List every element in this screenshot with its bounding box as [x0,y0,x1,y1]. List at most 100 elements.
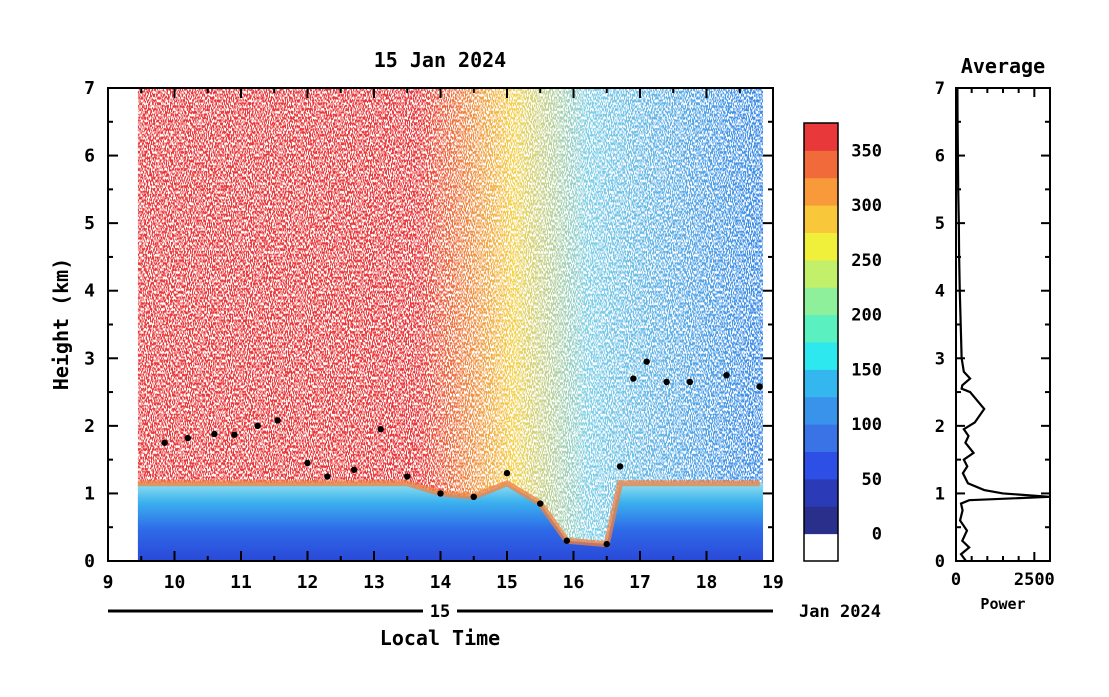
bl-top-point [404,473,411,480]
colorbar-swatch [804,123,838,151]
x-tick-label: 10 [164,572,186,593]
avg-y-tick-label: 5 [935,214,945,234]
main-y-tick-labels: 0 1 2 3 4 5 6 7 [84,78,95,572]
bl-top-point [537,500,544,507]
colorbar-tick-label: 250 [851,251,882,271]
x-tick-label: 11 [230,572,252,593]
y-tick-label: 7 [84,78,95,99]
boundary-layer-field [137,483,764,561]
avg-y-tick-label: 2 [935,417,945,437]
bl-top-point [304,459,311,467]
colorbar-swatch [804,506,838,535]
colorbar-swatch [804,314,838,343]
y-tick-label: 6 [84,146,95,167]
bl-top-point [643,358,650,365]
avg-y-tick-label: 7 [935,79,945,99]
y-tick-label: 5 [84,213,95,234]
chart-title: 15 Jan 2024 [374,48,506,72]
bl-top-point [603,540,610,548]
colorbar-swatch [804,177,838,206]
colorbar-frame [803,122,839,562]
bl-top-point [184,434,191,442]
main-axis-ticks [107,87,774,562]
colorbar-tick-label: 350 [851,141,882,161]
colorbar-swatch [804,232,838,261]
y-tick-label: 0 [84,551,95,572]
bl-top-point [324,473,331,480]
average-title: Average [961,54,1045,78]
colorbar-swatch [804,424,838,452]
avg-y-tick-label: 4 [935,282,945,302]
colorbar-tick-label: 50 [862,470,882,490]
average-axis-ticks [955,87,1051,562]
x-tick-label: 14 [430,572,452,593]
bl-top-point [377,426,384,433]
date-axis-day: 15 [430,602,450,622]
colorbar-swatch [804,396,838,425]
colorbar-swatch [804,342,838,370]
bl-top-point [616,463,624,470]
avg-y-tick-label: 1 [935,484,945,504]
y-tick-label: 1 [84,483,95,504]
x-tick-label: 13 [363,572,385,593]
bl-top-point [723,371,730,379]
bl-top-point [686,378,694,386]
avg-y-tick-label: 3 [935,349,945,369]
bl-top-point [756,383,763,390]
colorbar-swatch [804,478,838,507]
boundary-layer-top-series [161,358,763,548]
x-tick-label: 12 [297,572,319,593]
date-axis-month: Jan 2024 [799,602,881,622]
colorbar-tick-label: 0 [872,525,882,545]
colorbar-tick-label: 300 [851,196,882,216]
colorbar-swatch [804,259,838,288]
avg-x-tick-label: 0 [951,570,961,590]
colorbar-tick-label: 150 [851,360,882,380]
average-profile-plot: 0 2500 0 1 2 3 4 5 6 7 Average Power [935,54,1055,613]
average-x-axis-label: Power [980,595,1025,613]
bl-top-point [663,378,670,386]
bl-top-point [630,375,637,382]
colorbar-tick-labels: 0 50 100 150 200 250 300 350 [851,141,882,544]
bl-top-point [254,422,261,430]
average-profile-series [956,87,1051,562]
bl-top-point [161,439,168,446]
avg-y-tick-label: 6 [935,147,945,167]
x-tick-label: 17 [629,572,651,593]
colorbar-tick-label: 200 [851,306,882,326]
colorbar-swatch [804,205,838,233]
x-tick-label: 16 [563,572,585,593]
colorbar: 0 50 100 150 200 250 300 350 [803,122,882,562]
average-y-tick-labels: 0 1 2 3 4 5 6 7 [935,79,945,572]
colorbar-swatch [804,533,838,562]
colorbar-tick-label: 100 [851,415,882,435]
colorbar-swatch [804,150,838,179]
y-tick-label: 2 [84,416,95,437]
bl-top-point [437,490,444,497]
bl-top-point [470,493,477,501]
y-axis-label: Height (km) [49,258,73,390]
x-tick-label: 9 [103,572,114,593]
x-tick-label: 15 [496,572,518,593]
y-tick-label: 4 [84,281,95,302]
x-tick-label: 18 [696,572,718,593]
colorbar-swatch [804,369,838,398]
average-plot-frame [955,87,1051,562]
avg-y-tick-label: 0 [935,552,945,572]
bl-top-point [211,430,218,438]
x-tick-label: 19 [762,572,784,593]
main-x-tick-labels: 9 10 11 12 13 14 15 16 17 18 19 [103,572,784,593]
bl-top-point [563,537,571,544]
x-axis-label: Local Time [380,626,500,650]
bl-top-point [231,431,238,438]
avg-x-tick-label: 2500 [1014,570,1055,590]
average-x-tick-labels: 0 2500 [951,570,1055,590]
colorbar-swatches [804,123,838,562]
bl-top-point [503,469,511,477]
colorbar-swatch [804,287,838,316]
colorbar-swatch [804,451,838,480]
bl-top-point [350,466,358,473]
y-tick-label: 3 [84,348,95,369]
